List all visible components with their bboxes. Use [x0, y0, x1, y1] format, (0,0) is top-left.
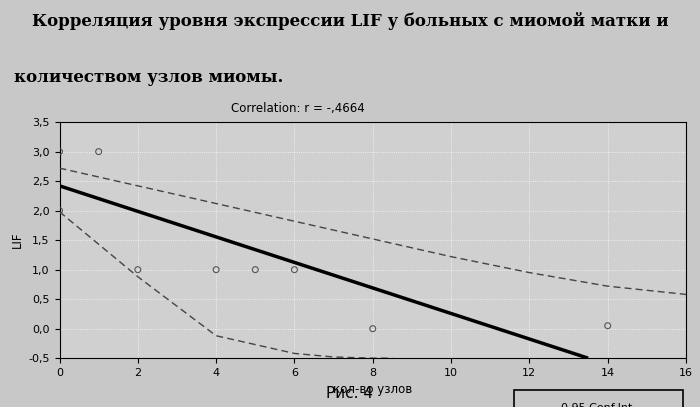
Text: 0,95 Conf.Int.: 0,95 Conf.Int.	[561, 403, 636, 407]
Point	[289, 267, 300, 273]
X-axis label: кол-во узлов: кол-во узлов	[333, 383, 412, 396]
Point	[54, 149, 65, 155]
FancyBboxPatch shape	[514, 390, 683, 407]
Point	[54, 208, 65, 214]
Point	[211, 267, 222, 273]
Text: количеством узлов миомы.: количеством узлов миомы.	[14, 69, 284, 86]
Point	[132, 267, 144, 273]
Text: Корреляция уровня экспрессии LIF у больных с миомой матки и: Корреляция уровня экспрессии LIF у больн…	[32, 12, 668, 30]
Point	[602, 322, 613, 329]
Point	[367, 326, 378, 332]
Text: Рис. 4: Рис. 4	[326, 386, 374, 401]
Point	[250, 267, 261, 273]
Y-axis label: LIF: LIF	[11, 232, 24, 248]
Text: Correlation: r = -,4664: Correlation: r = -,4664	[231, 102, 365, 115]
Point	[93, 149, 104, 155]
